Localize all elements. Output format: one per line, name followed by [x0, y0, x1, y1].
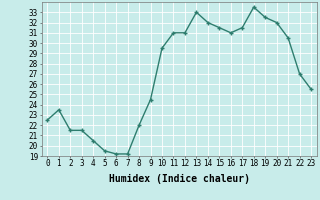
X-axis label: Humidex (Indice chaleur): Humidex (Indice chaleur) — [109, 174, 250, 184]
